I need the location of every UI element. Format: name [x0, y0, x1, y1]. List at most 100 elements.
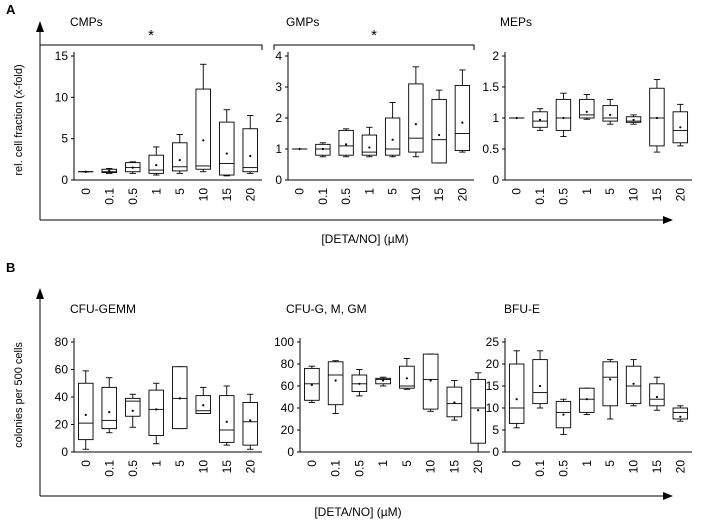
cfu-g-m-gm-x-tick-label-15: 15 — [447, 460, 461, 474]
bfu-e-box-15 — [649, 383, 665, 407]
gmps-y-tick-label: 2 — [275, 111, 282, 125]
meps-x-tick-label-20: 20 — [673, 188, 687, 202]
cfu-gemm-box-20 — [242, 402, 258, 446]
cfu-g-m-gm-x-tick-label-0: 0 — [305, 460, 319, 467]
cmps-mean-20 — [249, 154, 252, 158]
bfu-e-box-5 — [602, 361, 618, 407]
panel-b-frame — [36, 288, 673, 500]
bfu-e-x-tick-label-0-5: 0.5 — [556, 460, 570, 477]
gmps-mean-1 — [368, 146, 371, 149]
panel-a-frame — [36, 21, 673, 224]
cmps-y-tick-label: 10 — [55, 90, 69, 104]
cfu-gemm-x-tick-label-0: 0 — [79, 460, 93, 467]
meps-mean-1 — [585, 110, 588, 113]
meps-x-tick-label-0-5: 0.5 — [556, 188, 570, 205]
cfu-gemm-y-tick-label: 20 — [55, 418, 69, 432]
gmps-y-tick-label: 3 — [275, 80, 282, 94]
bfu-e-y-tick-label: 10 — [486, 401, 500, 415]
bfu-e-title: BFU-E — [504, 302, 540, 316]
bfu-e-x-tick-label-1: 1 — [580, 460, 594, 467]
bfu-e-y-tick-label: 20 — [486, 357, 500, 371]
cfu-g-m-gm-mean-10 — [429, 379, 432, 382]
bfu-e-mean-20 — [679, 415, 682, 418]
bfu-e-y-tick-label: 5 — [492, 423, 499, 437]
cmps-mean-0-5 — [131, 166, 134, 169]
cfu-gemm-y-tick-label: 60 — [55, 363, 69, 377]
meps-y-tick-label: 1 — [492, 111, 499, 125]
cfu-gemm-y-tick-label: 40 — [55, 390, 69, 404]
gmps-mean-0-5 — [345, 143, 348, 146]
meps-mean-0-5 — [562, 116, 565, 120]
cmps-x-tick-label-20: 20 — [243, 188, 257, 202]
meps-y-tick-label: 0.5 — [482, 142, 499, 156]
cfu-gemm-x-tick-label-5: 5 — [173, 460, 187, 467]
bfu-e-box-0 — [508, 363, 525, 424]
bfu-e-x-tick-label-10: 10 — [627, 460, 641, 474]
cfu-g-m-gm-mean-1 — [382, 379, 385, 382]
cfu-gemm-x-tick-label-0-1: 0.1 — [102, 460, 116, 477]
cmps-x-tick-label-0-1: 0.1 — [102, 188, 116, 205]
cmps-y-tick-label: 0 — [61, 173, 68, 187]
meps-box-1 — [579, 98, 595, 119]
cfu-gemm-mean-0-1 — [108, 411, 111, 414]
gmps-y-tick-label: 1 — [275, 142, 282, 156]
gmps-x-tick-label-0-1: 0.1 — [316, 188, 330, 205]
gmps-x-tick-label-0-5: 0.5 — [339, 188, 353, 205]
cfu-gemm-mean-0-5 — [131, 409, 134, 412]
cfu-g-m-gm-title: CFU-G, M, GM — [286, 302, 367, 316]
gmps-y-tick-label: 4 — [275, 49, 282, 63]
panel-b-ylabel: colonies per 500 cells — [13, 342, 25, 448]
cmps-x-tick-label-10: 10 — [196, 188, 210, 202]
cmps-significance-marker: * — [148, 27, 154, 44]
bfu-e-box-10 — [625, 365, 642, 405]
meps-x-tick-label-0-1: 0.1 — [533, 188, 547, 205]
gmps-x-tick-label-5: 5 — [386, 188, 400, 195]
cfu-g-m-gm-x-tick-label-5: 5 — [400, 460, 414, 467]
cfu-gemm-x-tick-label-1: 1 — [149, 460, 163, 467]
cmps-significance-bracket — [39, 44, 263, 50]
gmps-significance-bracket — [273, 44, 475, 50]
cfu-gemm-box-0-5 — [125, 397, 141, 417]
bfu-e-y-tick-label: 15 — [486, 379, 500, 393]
cmps-box-20 — [242, 128, 258, 173]
panel-b-label: B — [6, 260, 15, 275]
panel-b-xlabel: [DETA/NO] (µM) — [314, 505, 401, 519]
meps-mean-20 — [679, 126, 682, 129]
cmps-y-tick-label: 15 — [55, 49, 69, 63]
cmps-box-5 — [172, 142, 188, 172]
gmps-box-5 — [384, 117, 401, 156]
gmps-box-0-5 — [338, 129, 354, 156]
cfu-gemm-x-tick-label-15: 15 — [220, 460, 234, 474]
bfu-e-x-tick-label-15: 15 — [650, 460, 664, 474]
meps-mean-0 — [515, 116, 518, 120]
cfu-g-m-gm-x-tick-label-0-5: 0.5 — [352, 460, 366, 477]
cfu-gemm-y-tick-label: 0 — [61, 445, 68, 459]
bfu-e-x-tick-label-0-1: 0.1 — [533, 460, 547, 477]
cmps-y-tick-label: 5 — [61, 132, 68, 146]
meps-x-tick-label-5: 5 — [603, 188, 617, 195]
cfu-g-m-gm-box-0-1 — [327, 361, 344, 406]
cfu-g-m-gm-mean-0 — [310, 383, 313, 386]
cfu-gemm-mean-15 — [225, 420, 228, 423]
cfu-g-m-gm-x-tick-label-10: 10 — [424, 460, 438, 474]
gmps-mean-0-1 — [321, 147, 324, 151]
bfu-e-mean-1 — [585, 398, 588, 401]
cmps-mean-0 — [84, 170, 87, 173]
cfu-g-m-gm-mean-5 — [405, 377, 408, 380]
cmps-mean-10 — [202, 139, 205, 142]
cmps-x-tick-label-5: 5 — [173, 188, 187, 195]
bfu-e-box-0-1 — [532, 359, 548, 405]
cmps-x-tick-label-0: 0 — [79, 188, 93, 195]
cfu-g-m-gm-box-10 — [422, 353, 439, 410]
cmps-mean-15 — [225, 152, 228, 155]
meps-box-0-5 — [555, 98, 572, 131]
bfu-e-mean-0 — [515, 398, 518, 401]
gmps-x-tick-label-20: 20 — [455, 188, 469, 202]
cmps-mean-0-1 — [108, 169, 111, 173]
bfu-e-mean-5 — [609, 378, 612, 381]
bfu-e-mean-15 — [655, 395, 659, 399]
meps-x-tick-label-0: 0 — [510, 188, 524, 195]
